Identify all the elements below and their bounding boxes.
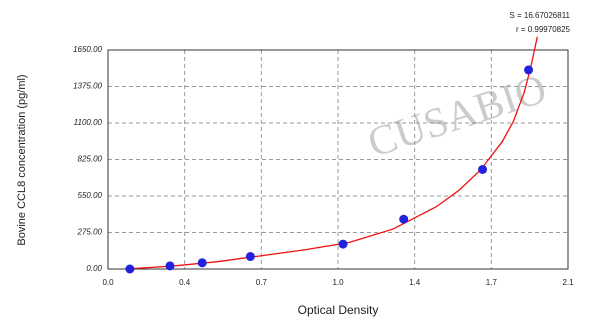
y-tick-label: 1100.00: [74, 118, 103, 127]
y-tick-label: 0.00: [86, 264, 102, 273]
y-tick-label: 1375.00: [73, 82, 102, 91]
plot-frame: [107, 49, 569, 270]
y-axis-title: Bovine CCL8 concentration (pg/ml): [16, 74, 28, 245]
point: [338, 239, 348, 249]
x-axis-title: Optical Density: [298, 303, 379, 317]
fit-curve: [125, 36, 538, 270]
point: [125, 264, 135, 274]
y-tick-label: 550.00: [78, 191, 103, 200]
point: [245, 252, 255, 262]
point: [165, 261, 175, 271]
y-tick-label: 825.00: [78, 155, 103, 164]
x-tick-label: 0.4: [179, 278, 191, 287]
watermark: CUSABIO: [363, 66, 553, 167]
x-tick-label: 1.4: [409, 278, 421, 287]
point: [478, 164, 488, 174]
x-tick-label: 0.0: [102, 278, 114, 287]
y-tick-label: 275.00: [77, 228, 103, 237]
x-tick-label: 0.7: [256, 278, 268, 287]
annotation: S = 16.67026811: [509, 11, 570, 20]
point: [399, 214, 409, 224]
y-tick-label: 1650.00: [73, 45, 102, 54]
x-tick-label: 1.7: [486, 278, 498, 287]
x-tick-label: 2.1: [562, 278, 574, 287]
point: [197, 258, 207, 268]
x-tick-label: 1.0: [332, 278, 344, 287]
point: [524, 65, 534, 75]
annotation: r = 0.99970825: [516, 25, 571, 34]
